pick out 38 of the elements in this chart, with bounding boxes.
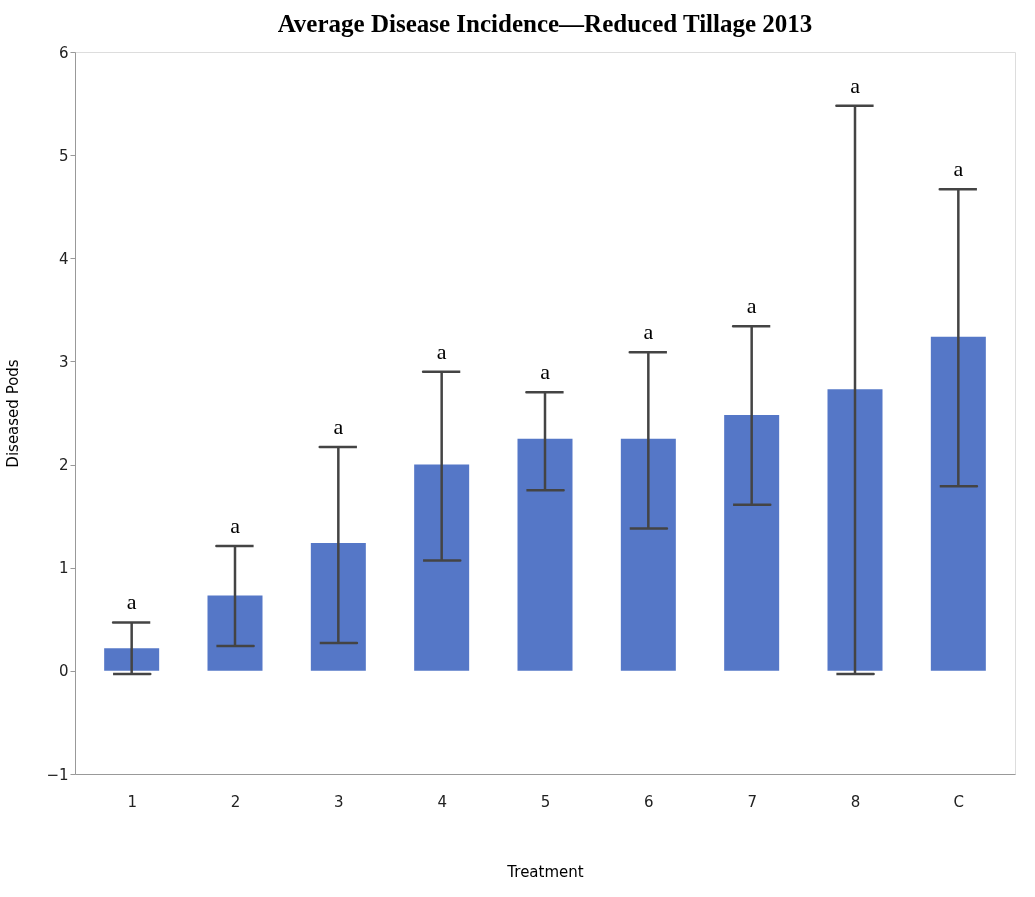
y-tick-label: 6 — [58, 43, 69, 62]
x-tick-label: 3 — [334, 792, 344, 811]
bar — [310, 542, 366, 671]
x-tick-label: 7 — [747, 792, 757, 811]
bar — [930, 336, 986, 671]
bar — [827, 389, 883, 671]
x-tick-label: 2 — [230, 792, 241, 811]
x-tick-label: 1 — [127, 792, 137, 811]
x-axis-title: Treatment — [506, 862, 584, 881]
annotation: a — [540, 359, 551, 385]
chart-title: Average Disease Incidence—Reduced Tillage 2013 — [277, 10, 813, 37]
annotation: a — [436, 338, 447, 364]
bar — [414, 464, 470, 671]
y-tick-label: 3 — [58, 352, 69, 371]
y-tick-label: 2 — [58, 456, 69, 475]
x-tick-label: 4 — [437, 792, 447, 811]
annotation: a — [230, 513, 241, 539]
bar — [620, 438, 676, 671]
y-tick-label: 1 — [58, 559, 69, 578]
bar — [207, 595, 263, 671]
annotation: a — [850, 72, 861, 98]
y-tick-label: 5 — [58, 146, 69, 165]
x-tick-label: 5 — [540, 792, 551, 811]
y-axis-title: Diseased Pods — [4, 359, 23, 468]
annotation: a — [643, 319, 654, 345]
bar — [104, 648, 160, 671]
bar — [517, 438, 573, 671]
x-tick-label: 8 — [850, 792, 861, 811]
y-tick-label: 4 — [58, 249, 69, 268]
x-tick-label: C — [953, 792, 965, 811]
y-tick-label: −1 — [46, 765, 69, 784]
annotation: a — [333, 414, 344, 440]
y-tick-label: 0 — [58, 662, 69, 681]
annotation: a — [126, 589, 137, 615]
annotation: a — [746, 293, 757, 319]
annotation: a — [953, 156, 964, 182]
bar — [724, 415, 780, 671]
x-tick-label: 6 — [644, 792, 654, 811]
